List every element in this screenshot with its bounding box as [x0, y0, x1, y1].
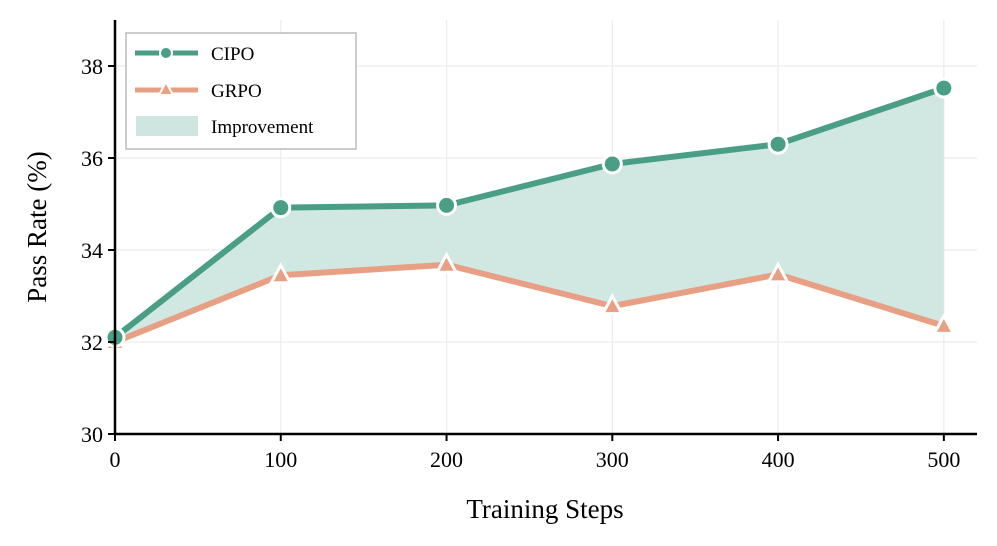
- legend-item-grpo: GRPO: [135, 79, 262, 102]
- grpo-line: [113, 261, 945, 345]
- cipo-point: [933, 77, 955, 99]
- cipo-line: [113, 85, 945, 340]
- cipo-point: [270, 197, 292, 219]
- x-tick-label: 200: [430, 447, 463, 472]
- grpo-point: [268, 262, 293, 285]
- grpo-point: [931, 312, 956, 335]
- y-tick-label: 38: [81, 54, 103, 79]
- legend-grpo-marker: [157, 79, 175, 96]
- legend: CIPO GRPO Improvement: [125, 32, 357, 150]
- legend-cipo-marker: [159, 46, 173, 60]
- y-axis-title: Pass Rate (%): [22, 151, 52, 302]
- y-tick-label: 30: [81, 422, 103, 447]
- grpo-point: [766, 261, 791, 284]
- legend-cipo-label: CIPO: [211, 44, 254, 65]
- y-tick-label: 34: [81, 238, 103, 263]
- legend-item-improvement: Improvement: [136, 116, 314, 138]
- x-tick-label: 400: [762, 447, 795, 472]
- cipo-point: [767, 133, 789, 155]
- tick-labels: 0 100 200 300 400 500 30 32 34 36 38: [81, 54, 960, 472]
- x-axis-title: Training Steps: [466, 494, 623, 524]
- x-tick-label: 0: [110, 447, 121, 472]
- x-tick-label: 300: [596, 447, 629, 472]
- legend-item-cipo: CIPO: [135, 44, 254, 65]
- x-tick-label: 100: [264, 447, 297, 472]
- legend-improvement-label: Improvement: [211, 117, 314, 138]
- series-lines: [102, 77, 956, 351]
- legend-improvement-swatch: [136, 116, 198, 136]
- y-tick-label: 32: [81, 330, 103, 355]
- cipo-point: [436, 194, 458, 216]
- grpo-point: [434, 251, 459, 274]
- legend-grpo-label: GRPO: [211, 81, 262, 102]
- x-tick-label: 500: [927, 447, 960, 472]
- axes: [113, 20, 977, 436]
- grpo-point: [600, 292, 625, 316]
- y-tick-label: 36: [81, 146, 103, 171]
- cipo-point: [601, 153, 623, 175]
